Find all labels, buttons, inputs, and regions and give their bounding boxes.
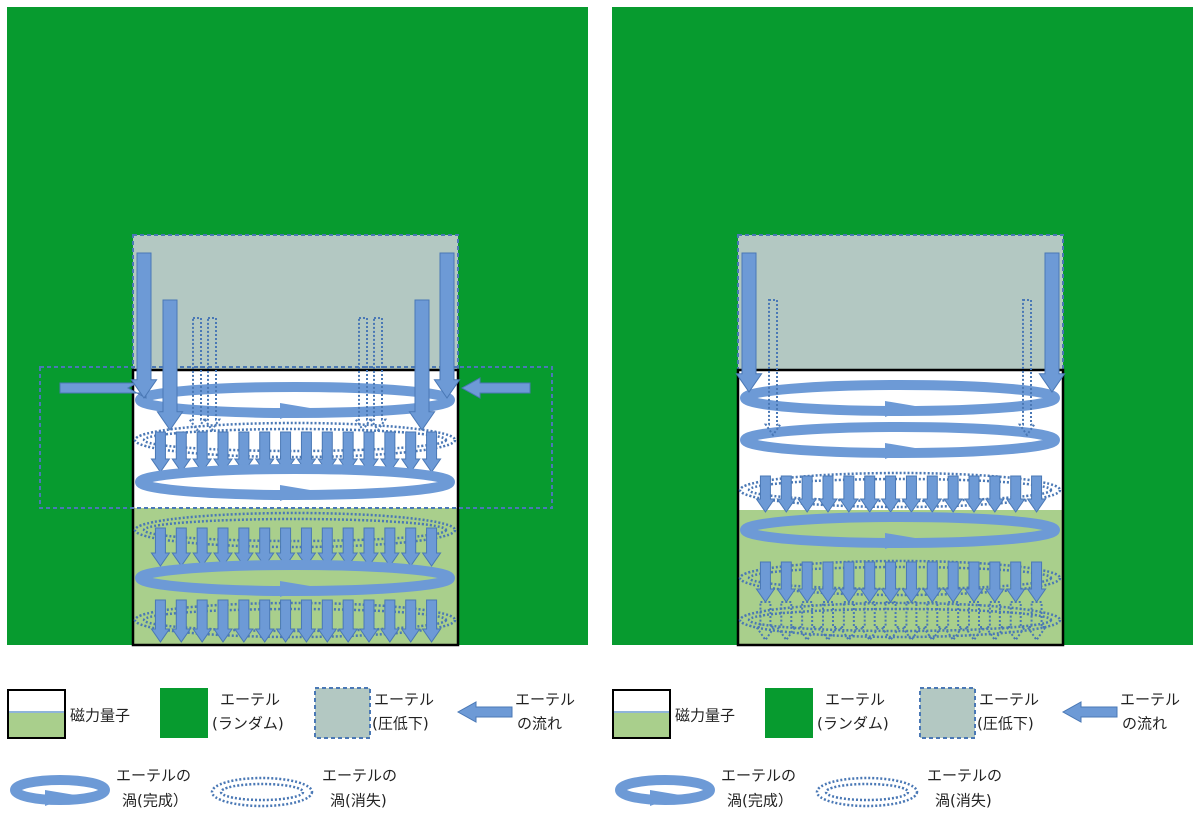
vortex-vanishing (221, 784, 303, 800)
vortex-vanishing (212, 778, 312, 806)
legend-quantum-white (8, 690, 65, 712)
legend-label: 渦(消失) (935, 792, 992, 810)
legend-label: (ランダム) (212, 715, 284, 733)
legend-label: エーテルの (927, 767, 1002, 785)
legend-label: エーテル (374, 691, 434, 709)
legend-label: の流れ (1122, 715, 1167, 733)
vortex-vanishing (826, 784, 908, 800)
legend-label: エーテル (979, 691, 1039, 709)
legend-label: エーテル (825, 691, 885, 709)
flow-arrow (1063, 702, 1117, 722)
low-pressure-region (738, 235, 1063, 370)
legend-label: エーテルの (116, 767, 191, 785)
legend-label: エーテルの (721, 767, 796, 785)
panel: 磁力量子 エーテル (ランダム) エーテル (圧低下) エーテルの流れエーテルの渦(完成）… (7, 7, 588, 810)
legend-label: 渦(完成） (727, 792, 793, 810)
diagram: 磁力量子 エーテル (ランダム) エーテル (圧低下) エーテルの流れエーテルの渦(完成）… (0, 0, 1198, 814)
legend-label: エーテル (220, 691, 280, 709)
flow-arrow (458, 702, 512, 722)
legend-label: の流れ (517, 715, 562, 733)
legend-quantum-green (613, 712, 670, 738)
legend-label: (ランダム) (817, 715, 889, 733)
legend-label: (圧低下) (372, 715, 429, 733)
legend-quantum-green (8, 712, 65, 738)
legend-ether-low (315, 688, 370, 738)
legend-label: 磁力量子 (675, 707, 735, 725)
legend-ether-low (920, 688, 975, 738)
legend-label: エーテルの (322, 767, 397, 785)
legend-label: 磁力量子 (70, 707, 130, 725)
low-pressure-region (133, 235, 458, 370)
legend-label: (圧低下) (977, 715, 1034, 733)
panel: 磁力量子 エーテル (ランダム) エーテル (圧低下) エーテルの流れエーテルの渦(完成）… (612, 7, 1193, 810)
vortex-vanishing (817, 778, 917, 806)
legend-ether-random (765, 688, 813, 738)
legend-label: エーテル (1120, 691, 1180, 709)
legend-quantum-white (613, 690, 670, 712)
legend-label: 渦(消失) (330, 792, 387, 810)
legend-label: エーテル (515, 691, 575, 709)
legend-ether-random (160, 688, 208, 738)
legend-label: 渦(完成） (122, 792, 188, 810)
